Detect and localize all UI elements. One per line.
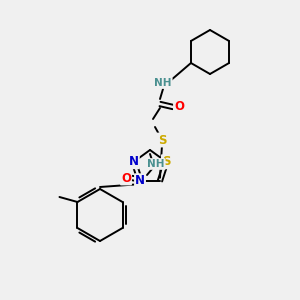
Text: O: O: [121, 172, 131, 184]
Text: N: N: [135, 174, 145, 187]
Text: O: O: [174, 100, 184, 113]
Text: S: S: [162, 155, 170, 168]
Text: NH: NH: [154, 78, 172, 88]
Text: NH: NH: [147, 159, 165, 169]
Text: N: N: [129, 155, 139, 168]
Text: S: S: [158, 134, 166, 146]
